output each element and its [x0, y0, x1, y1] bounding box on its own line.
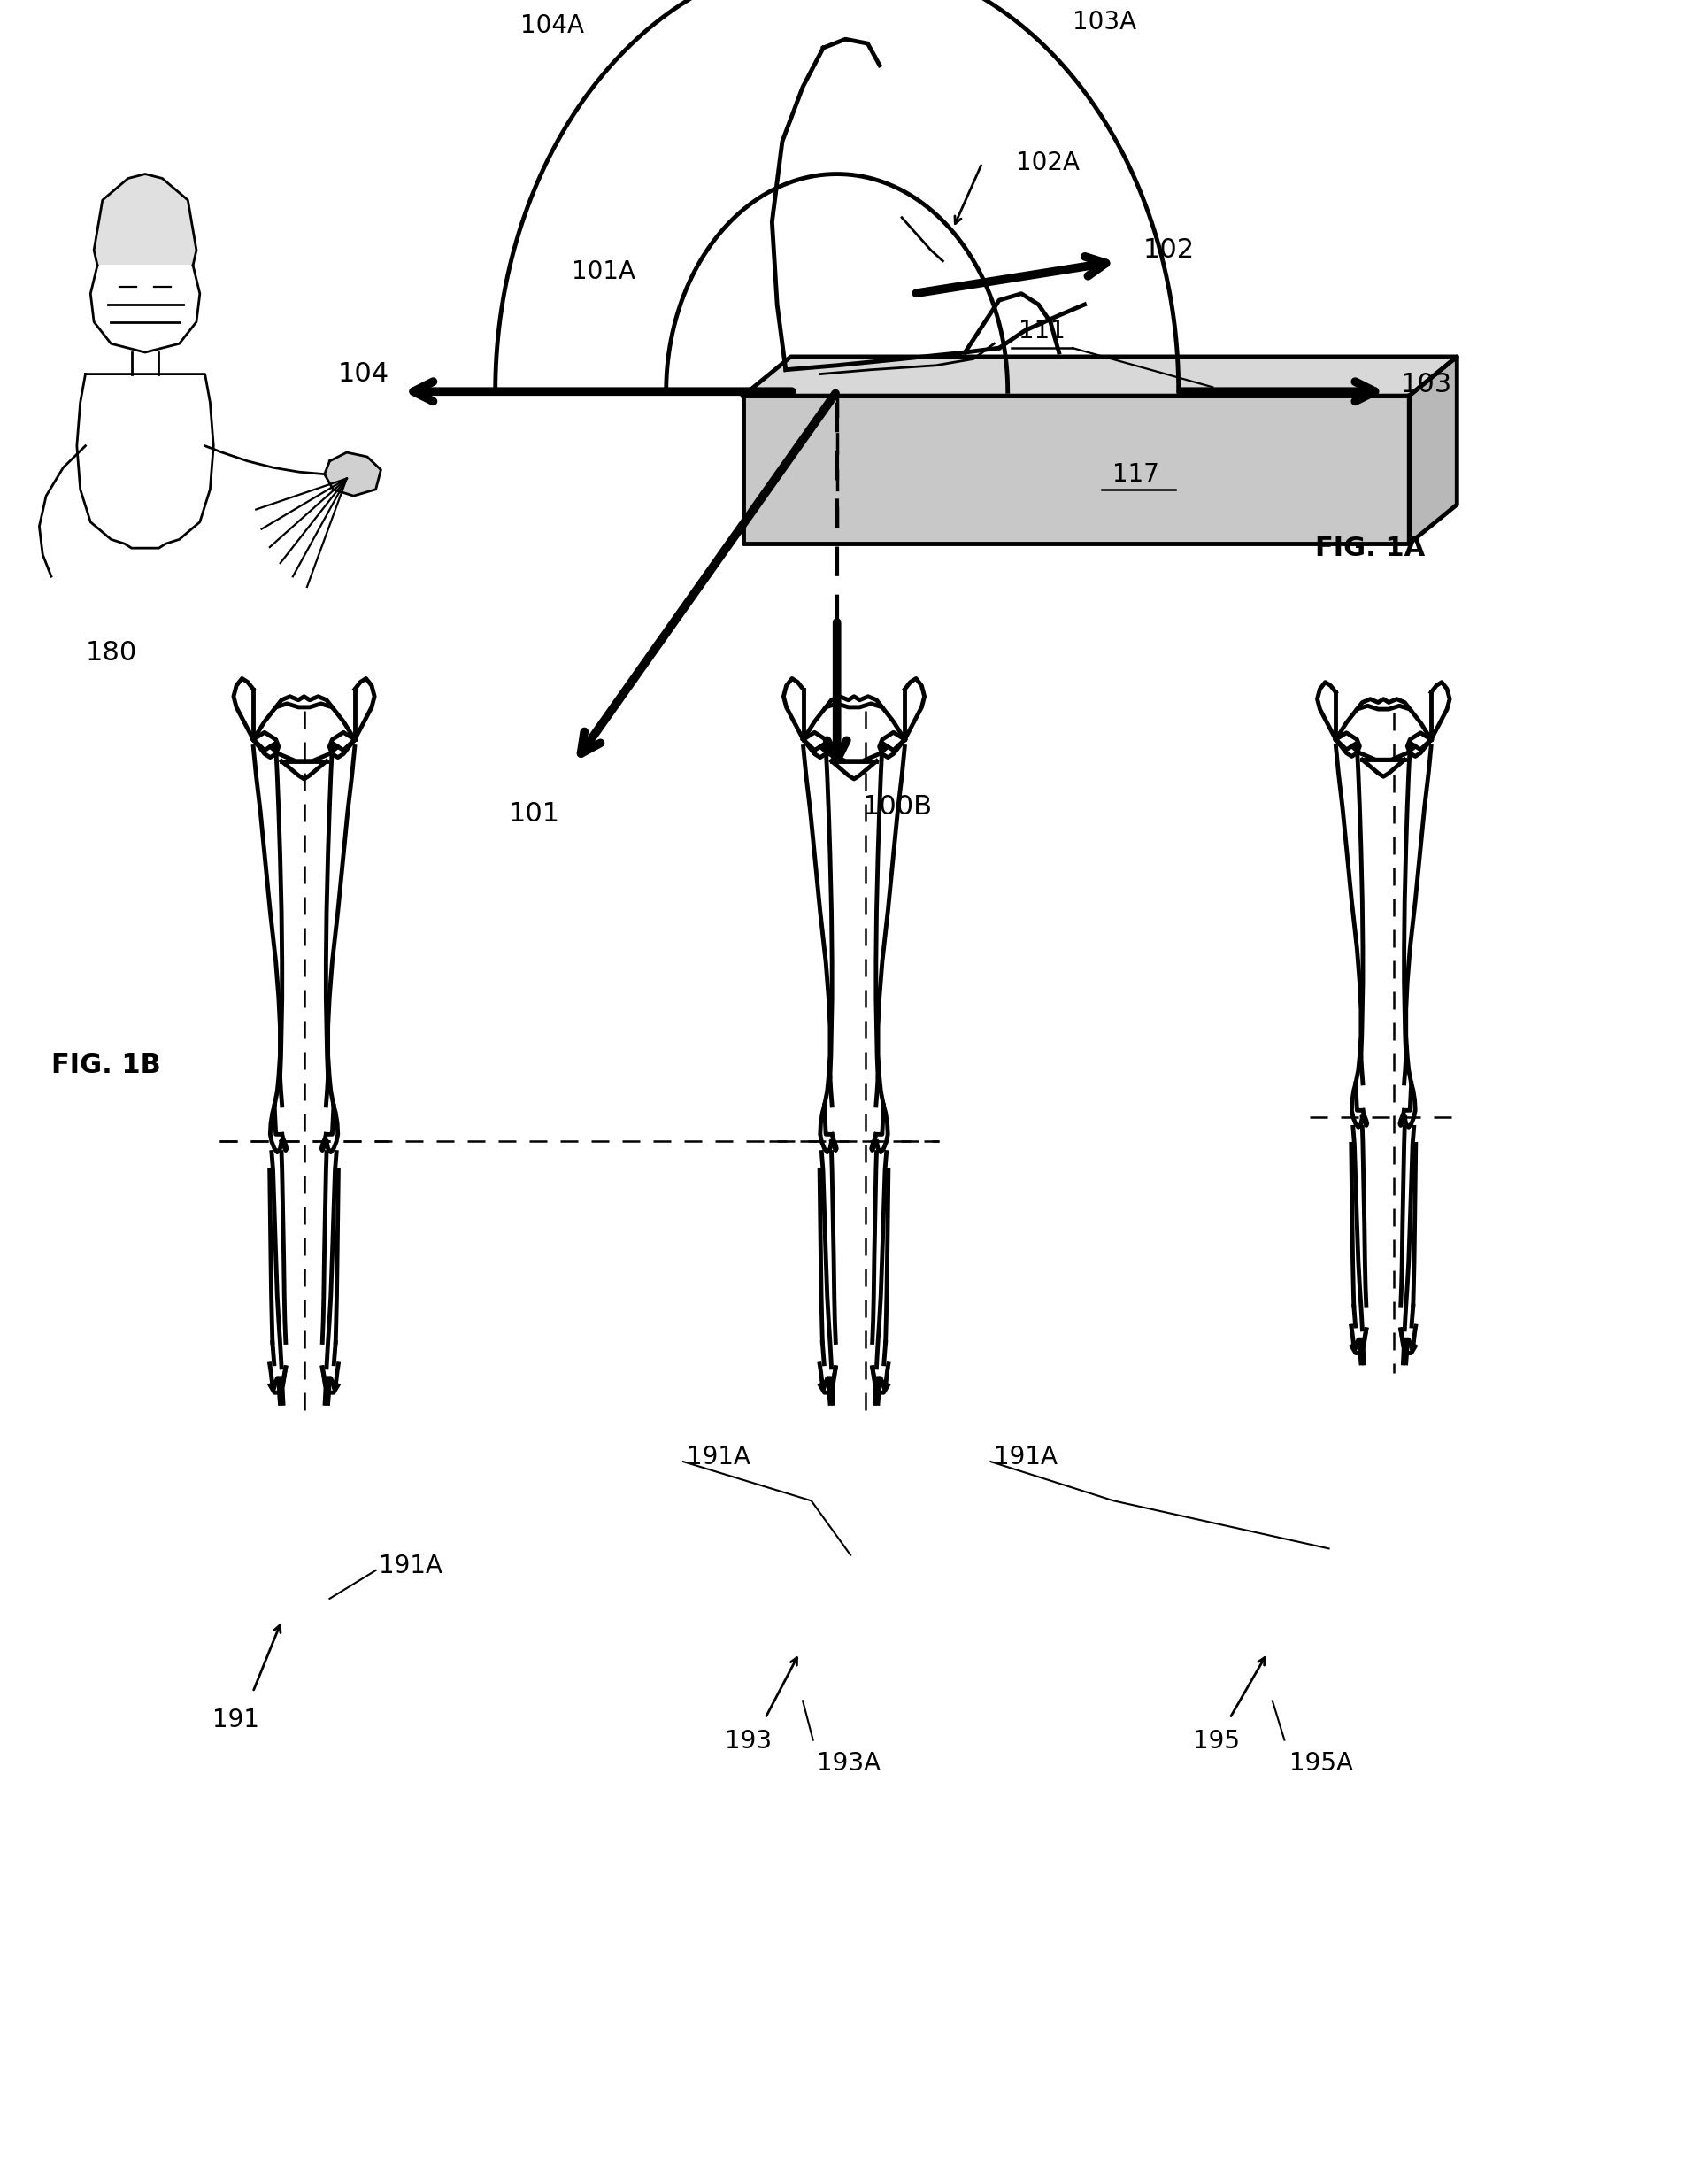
Text: 101A: 101A: [572, 259, 635, 285]
Text: 100B: 100B: [863, 794, 933, 820]
Text: 191: 191: [212, 1707, 260, 1731]
Text: 180: 180: [85, 639, 137, 666]
Text: 103: 103: [1401, 372, 1452, 398]
Text: FIG. 1A: FIG. 1A: [1315, 535, 1424, 561]
Text: 117: 117: [1112, 461, 1160, 487]
Polygon shape: [743, 357, 1457, 396]
Polygon shape: [325, 452, 381, 496]
Text: 193: 193: [724, 1729, 772, 1753]
Text: 193A: 193A: [816, 1751, 880, 1775]
Text: 102: 102: [1143, 237, 1196, 263]
Text: 111: 111: [1018, 320, 1066, 344]
Text: 191A: 191A: [994, 1444, 1057, 1470]
Polygon shape: [77, 374, 214, 548]
Text: 101: 101: [509, 800, 560, 826]
Text: 102A: 102A: [1016, 150, 1079, 176]
Text: 195: 195: [1192, 1729, 1240, 1753]
Text: 103A: 103A: [1073, 9, 1136, 35]
Text: 104A: 104A: [521, 13, 584, 39]
Polygon shape: [1409, 357, 1457, 544]
Polygon shape: [94, 174, 196, 265]
Text: FIG. 1B: FIG. 1B: [51, 1053, 161, 1079]
Polygon shape: [91, 265, 200, 352]
Text: 104: 104: [338, 361, 389, 387]
Polygon shape: [743, 396, 1409, 544]
Text: 191A: 191A: [379, 1553, 442, 1579]
Text: 195A: 195A: [1290, 1751, 1353, 1775]
Text: 191A: 191A: [687, 1444, 750, 1470]
